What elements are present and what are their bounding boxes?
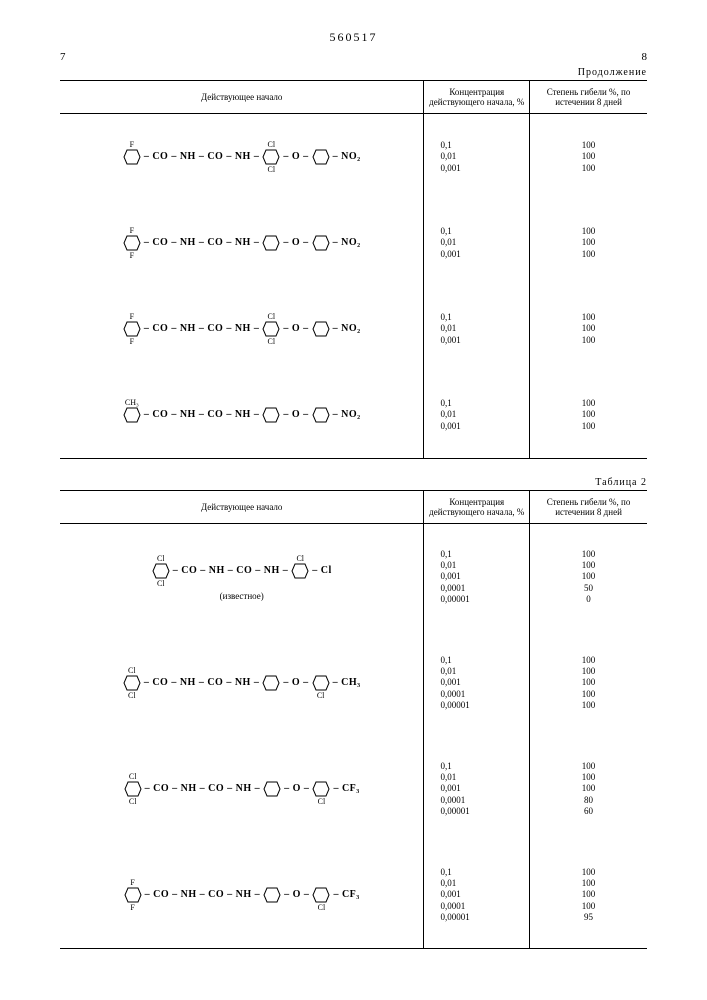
t2-col3: Степень гибели %, по истечении 8 дней — [530, 491, 647, 524]
table-row: F – CO – NH – CO – NH – ClCl – O – – NO₂… — [60, 114, 647, 201]
structure-cell: ClCl – CO – NH – CO – NH – Cl – Cl(извес… — [60, 524, 424, 631]
table-row: FF – CO – NH – CO – NH – – O – Cl – CF₃0… — [60, 842, 647, 949]
result-cell: 100 100 100 50 0 — [530, 524, 647, 631]
concentration-cell: 0,1 0,01 0,001 — [424, 286, 530, 372]
t2-col1: Действующее начало — [60, 491, 424, 524]
page-left: 7 — [60, 51, 66, 63]
t2-col2: Концентрация действующего начала, % — [424, 491, 530, 524]
structure-cell: FF – CO – NH – CO – NH – – O – – NO₂ — [60, 200, 424, 286]
concentration-cell: 0,1 0,01 0,001 0,0001 0,00001 — [424, 524, 530, 631]
structure-cell: ClCl – CO – NH – CO – NH – – O – Cl – CH… — [60, 630, 424, 736]
structure-cell: CH₃ – CO – NH – CO – NH – – O – – NO₂ — [60, 372, 424, 459]
concentration-cell: 0,1 0,01 0,001 0,0001 0,00001 — [424, 842, 530, 949]
table-row: ClCl – CO – NH – CO – NH – – O – Cl – CH… — [60, 630, 647, 736]
continuation-label: Продолжение — [60, 67, 647, 78]
t1-col3: Степень гибели %, по истечении 8 дней — [530, 81, 647, 114]
result-cell: 100 100 100 100 100 — [530, 630, 647, 736]
t1-col2: Концентрация действующего начала, % — [424, 81, 530, 114]
table-1: Действующее начало Концентрация действую… — [60, 80, 647, 459]
table-row: ClCl – CO – NH – CO – NH – Cl – Cl(извес… — [60, 524, 647, 631]
table2-label: Таблица 2 — [60, 477, 647, 488]
concentration-cell: 0,1 0,01 0,001 0,0001 0,00001 — [424, 736, 530, 842]
concentration-cell: 0,1 0,01 0,001 0,0001 0,00001 — [424, 630, 530, 736]
result-cell: 100 100 100 — [530, 286, 647, 372]
concentration-cell: 0,1 0,01 0,001 — [424, 372, 530, 459]
structure-cell: F – CO – NH – CO – NH – ClCl – O – – NO₂ — [60, 114, 424, 201]
table-row: FF – CO – NH – CO – NH – – O – – NO₂0,1 … — [60, 200, 647, 286]
t1-col1: Действующее начало — [60, 81, 424, 114]
structure-cell: FF – CO – NH – CO – NH – ClCl – O – – NO… — [60, 286, 424, 372]
page-right: 8 — [642, 51, 648, 63]
result-cell: 100 100 100 — [530, 114, 647, 201]
result-cell: 100 100 100 100 95 — [530, 842, 647, 949]
table-row: ClCl – CO – NH – CO – NH – – O – Cl – CF… — [60, 736, 647, 842]
result-cell: 100 100 100 80 60 — [530, 736, 647, 842]
doc-number: 560517 — [60, 30, 647, 45]
result-cell: 100 100 100 — [530, 372, 647, 459]
table-row: FF – CO – NH – CO – NH – ClCl – O – – NO… — [60, 286, 647, 372]
table-2: Действующее начало Концентрация действую… — [60, 490, 647, 949]
structure-cell: FF – CO – NH – CO – NH – – O – Cl – CF₃ — [60, 842, 424, 949]
structure-cell: ClCl – CO – NH – CO – NH – – O – Cl – CF… — [60, 736, 424, 842]
concentration-cell: 0,1 0,01 0,001 — [424, 200, 530, 286]
concentration-cell: 0,1 0,01 0,001 — [424, 114, 530, 201]
result-cell: 100 100 100 — [530, 200, 647, 286]
table-row: CH₃ – CO – NH – CO – NH – – O – – NO₂0,1… — [60, 372, 647, 459]
